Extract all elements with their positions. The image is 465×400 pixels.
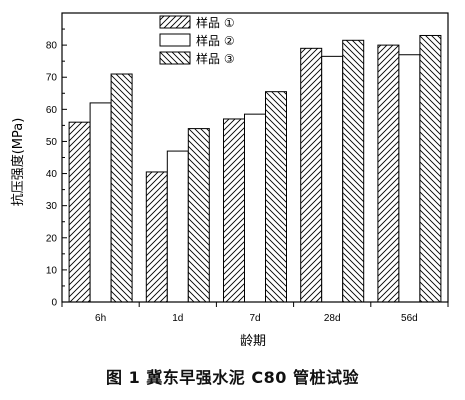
axes-layer: 0 10 20 30 40 50 60 70 80 6h 1d 7d 28d 56d	[46, 12, 449, 324]
bar-1d-series-3	[187, 128, 210, 303]
x-tick-label: 6h	[95, 313, 106, 324]
legend: 样品 ① 样品 ② 样品 ③	[159, 15, 235, 66]
y-tick-label: 50	[46, 137, 58, 148]
y-tick-label: 10	[46, 265, 58, 276]
bar-28d-series-1	[300, 47, 323, 303]
x-tick-label: 56d	[401, 313, 418, 324]
bar-28d-series-3	[342, 39, 365, 303]
bar-7d-series-2	[244, 113, 266, 303]
bar-7d-series-3	[265, 91, 287, 303]
bar-56d-series-1	[377, 44, 400, 303]
y-tick-label: 60	[46, 105, 58, 116]
y-tick-label: 40	[46, 169, 58, 180]
bar-1d-series-2	[166, 150, 189, 303]
bars-layer	[68, 34, 442, 303]
legend-label-1: 样品 ①	[196, 15, 235, 30]
legend-label-2: 样品 ②	[196, 33, 235, 48]
y-axis-title: 抗压强度(MPa)	[10, 118, 26, 207]
y-tick-label: 70	[46, 73, 58, 84]
bar-1d-series-1	[145, 171, 168, 303]
figure-caption: 图 1 冀东早强水泥 C80 管桩试验	[106, 368, 359, 387]
legend-swatch-3	[159, 51, 191, 65]
legend-label-3: 样品 ③	[196, 51, 235, 66]
bar-6h-series-1	[68, 121, 91, 303]
bar-6h-series-3	[110, 73, 133, 303]
x-axis-title: 龄期	[240, 334, 266, 349]
legend-swatch-1	[159, 15, 191, 29]
bar-56d-series-3	[419, 34, 442, 303]
y-tick-label: 20	[46, 233, 58, 244]
y-tick-label: 0	[51, 298, 57, 309]
bar-28d-series-2	[321, 55, 344, 303]
x-tick-label: 28d	[324, 313, 341, 324]
x-tick-label: 7d	[249, 313, 260, 324]
y-tick-label: 80	[46, 41, 58, 52]
bar-7d-series-1	[223, 118, 245, 303]
legend-swatch-2	[159, 33, 191, 47]
y-tick-label: 30	[46, 201, 58, 212]
x-tick-label: 1d	[172, 313, 183, 324]
bar-6h-series-2	[89, 102, 112, 303]
bar-56d-series-2	[398, 54, 421, 303]
